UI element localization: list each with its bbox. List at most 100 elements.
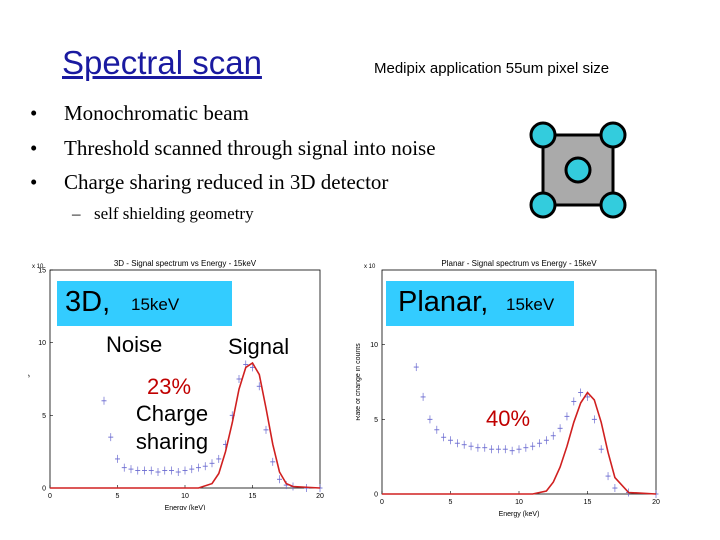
bullet-item: • Charge sharing reduced in 3D detector — [30, 170, 388, 195]
x-axis-label: Energy (keV) — [499, 511, 540, 518]
data-point — [101, 396, 107, 405]
y-tick-label: 5 — [42, 413, 46, 420]
x-tick-label: 10 — [515, 499, 523, 506]
data-point — [468, 442, 474, 451]
data-point — [448, 436, 453, 445]
callout-3d-label: 3D, — [65, 286, 111, 318]
y-tick-label: 10 — [38, 340, 46, 347]
bullet-dot-icon: • — [30, 170, 38, 194]
signal-label: Signal — [228, 334, 290, 359]
data-point — [564, 412, 570, 421]
data-point — [502, 445, 508, 454]
bullet-dot-icon: • — [30, 101, 38, 125]
corner-electrode — [599, 121, 627, 149]
data-point — [263, 425, 269, 434]
data-point — [598, 445, 604, 454]
data-point — [475, 443, 481, 452]
data-point — [209, 459, 215, 468]
data-point — [169, 466, 174, 475]
x-tick-label: 5 — [449, 499, 453, 506]
corner-electrode — [599, 191, 627, 219]
fit-curve — [382, 391, 657, 495]
data-point — [216, 454, 222, 463]
data-point — [202, 462, 208, 471]
percent-right-label: 40% — [486, 406, 531, 431]
data-point — [585, 392, 590, 401]
data-point — [516, 445, 522, 454]
charge-sharing-line: Charge — [135, 401, 209, 426]
data-point — [612, 484, 618, 493]
y-tick-label: 0 — [42, 486, 46, 493]
callout-planar: Planar, 15keV — [386, 281, 574, 326]
y-tick-label: 5 — [374, 417, 378, 424]
data-point — [441, 433, 447, 442]
callout-planar-energy: 15keV — [506, 295, 555, 314]
chart-title: 3D - Signal spectrum vs Energy - 15keV — [114, 259, 257, 268]
y-exponent-label: x 10 — [364, 264, 376, 270]
data-point — [162, 466, 168, 475]
data-point — [523, 443, 529, 452]
bullet-text: Monochromatic beam — [64, 101, 249, 125]
data-point — [108, 433, 114, 442]
data-point — [420, 392, 426, 401]
data-point — [495, 445, 501, 454]
data-point — [537, 439, 543, 448]
x-tick-label: 0 — [380, 499, 384, 506]
slide-title: Spectral scan — [62, 44, 262, 81]
x-tick-label: 15 — [249, 493, 257, 500]
corner-electrode — [529, 121, 557, 149]
pixel-geometry-diagram — [529, 121, 627, 219]
chart-title: Planar - Signal spectrum vs Energy - 15k… — [441, 259, 597, 268]
callout-planar-label: Planar, — [398, 286, 489, 318]
data-point — [461, 440, 467, 449]
y-tick-label: 0 — [374, 492, 378, 499]
data-point — [142, 466, 147, 475]
data-point — [605, 472, 611, 481]
y-tick-label: 15 — [38, 268, 46, 275]
data-point — [128, 465, 134, 474]
pixel-square — [541, 133, 615, 207]
x-tick-label: 0 — [48, 493, 52, 500]
data-point — [489, 445, 495, 454]
bullet-dot-icon: • — [30, 136, 38, 160]
data-point — [196, 463, 201, 472]
data-point — [543, 436, 549, 445]
data-point — [550, 431, 556, 440]
data-point — [189, 465, 195, 474]
data-point — [135, 466, 141, 475]
data-point — [571, 397, 577, 406]
data-point — [175, 468, 181, 477]
sub-bullet-text: self shielding geometry — [94, 204, 254, 223]
data-point — [413, 363, 419, 372]
corner-electrode — [529, 191, 557, 219]
data-point — [578, 388, 584, 397]
y-exponent-label: x 10 — [32, 264, 44, 270]
y-tick-label: 10 — [370, 342, 378, 349]
noise-label: Noise — [106, 332, 163, 357]
bullet-text: Threshold scanned through signal into no… — [64, 136, 436, 160]
data-point — [482, 443, 488, 452]
data-point — [557, 424, 563, 433]
fit-curve — [50, 361, 321, 489]
callout-3d-energy: 15keV — [131, 295, 180, 314]
data-point — [182, 466, 188, 475]
x-axis-label: Energy (keV) — [165, 505, 206, 510]
y-axis-label: Rate of change in counts — [28, 340, 30, 418]
data-point — [277, 475, 282, 484]
data-point — [236, 375, 242, 383]
data-point — [591, 415, 597, 424]
x-tick-label: 20 — [652, 499, 660, 506]
data-point — [530, 442, 536, 451]
data-point — [427, 415, 433, 424]
data-point — [509, 446, 515, 455]
data-point — [155, 468, 161, 477]
x-tick-label: 5 — [116, 493, 120, 500]
x-tick-label: 15 — [584, 499, 592, 506]
y-axis-label: Rate of change in counts — [356, 343, 362, 421]
data-point — [454, 439, 460, 448]
sub-bullet-item: – self shielding geometry — [72, 204, 254, 224]
data-point — [115, 454, 120, 463]
charge-sharing-label: Charge sharing — [130, 400, 214, 456]
center-electrode — [564, 156, 592, 184]
dash-icon: – — [72, 204, 81, 223]
